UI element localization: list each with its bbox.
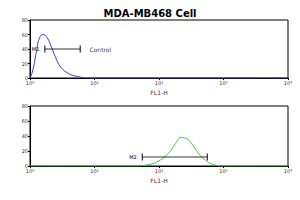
svg-text:60: 60 [22,32,28,38]
svg-text:MDA-MB468 Cell: MDA-MB468 Cell [103,8,196,19]
svg-text:FL1-H: FL1-H [150,177,167,184]
svg-text:0: 0 [24,75,28,81]
svg-text:10³: 10³ [219,80,227,86]
svg-text:M1: M1 [32,46,40,52]
svg-text:10³: 10³ [219,168,227,174]
svg-text:10²: 10² [155,80,163,86]
svg-text:40: 40 [22,46,28,52]
svg-text:10⁴: 10⁴ [284,80,292,86]
svg-text:20: 20 [22,148,28,154]
svg-text:80: 80 [22,17,28,23]
svg-text:0: 0 [24,163,28,169]
svg-text:40: 40 [22,133,28,139]
svg-text:10⁰: 10⁰ [26,168,34,174]
svg-text:10⁰: 10⁰ [26,80,34,86]
svg-text:M2: M2 [129,154,137,160]
svg-text:60: 60 [22,118,28,124]
svg-text:20: 20 [22,61,28,67]
svg-text:10¹: 10¹ [90,80,98,86]
svg-text:Control: Control [90,46,112,53]
svg-text:FL1-H: FL1-H [150,89,167,96]
svg-text:10⁴: 10⁴ [284,168,292,174]
svg-text:10¹: 10¹ [90,168,98,174]
svg-text:10²: 10² [155,168,163,174]
svg-text:80: 80 [22,103,28,109]
